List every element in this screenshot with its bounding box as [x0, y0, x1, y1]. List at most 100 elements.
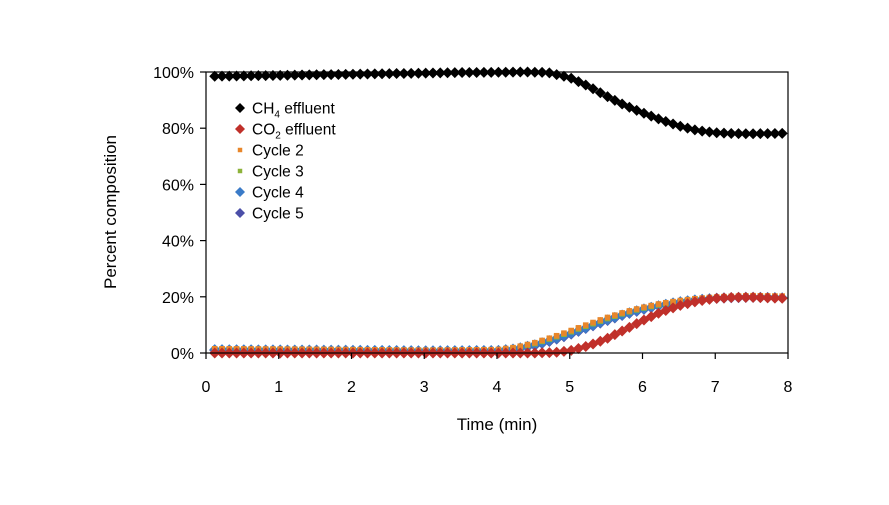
data-point-ch4-effluent: [209, 70, 221, 82]
data-point-co2-effluent: [689, 296, 701, 308]
legend-marker: [235, 208, 245, 218]
data-point-ch4-effluent: [442, 67, 454, 79]
data-point-co2-effluent: [703, 293, 715, 305]
data-point-ch4-effluent: [383, 68, 395, 80]
data-point-cycle-2: [582, 322, 589, 328]
data-point-ch4-effluent: [420, 67, 432, 79]
data-point-cycle-2: [532, 339, 538, 346]
data-point-ch4-effluent: [369, 68, 381, 80]
data-point-ch4-effluent: [231, 70, 243, 82]
data-point-cycle-2: [619, 310, 625, 316]
data-point-ch4-effluent: [376, 68, 388, 80]
data-point-cycle-2: [597, 317, 604, 323]
data-point-ch4-effluent: [740, 128, 752, 140]
data-point-cycle-2: [590, 319, 596, 326]
data-point-ch4-effluent: [427, 67, 439, 79]
data-point-ch4-effluent: [776, 127, 788, 139]
data-point-cycle-2: [641, 304, 647, 310]
data-point-ch4-effluent: [238, 70, 250, 82]
legend-item-cycle-3: Cycle 3: [237, 164, 304, 181]
data-point-cycle-2: [633, 306, 640, 312]
legend-item-cycle-5: Cycle 5: [235, 206, 304, 223]
data-point-ch4-effluent: [260, 70, 272, 82]
data-point-ch4-effluent: [449, 67, 461, 79]
data-point-ch4-effluent: [543, 67, 555, 79]
data-point-ch4-effluent: [412, 67, 424, 79]
data-point-ch4-effluent: [434, 67, 446, 79]
data-point-ch4-effluent: [252, 70, 264, 82]
data-point-ch4-effluent: [718, 127, 730, 139]
data-point-ch4-effluent: [725, 127, 737, 139]
data-point-co2-effluent: [725, 291, 737, 303]
data-point-cycle-2: [670, 298, 676, 305]
data-point-ch4-effluent: [362, 68, 374, 80]
data-point-co2-effluent: [754, 292, 766, 304]
legend-label: Cycle 4: [252, 185, 304, 202]
y-tick-label: 20%: [162, 290, 194, 307]
legend-marker: [235, 124, 245, 134]
axis-ticks: 0 1 2 3 4 5 6 7 80%20%40%60%80%100%: [153, 65, 792, 396]
data-point-cycle-2: [553, 332, 560, 339]
x-tick-label: 5: [565, 379, 574, 396]
data-point-ch4-effluent: [245, 70, 257, 82]
data-point-ch4-effluent: [223, 70, 235, 82]
data-point-co2-effluent: [696, 295, 708, 307]
y-axis-title: Percent composition: [101, 135, 120, 289]
data-point-co2-effluent: [740, 291, 752, 303]
data-point-cycle-2: [517, 343, 524, 349]
data-point-ch4-effluent: [703, 126, 715, 138]
data-point-cycle-2: [662, 299, 669, 306]
data-point-cycle-2: [524, 341, 531, 348]
data-point-ch4-effluent: [354, 68, 366, 80]
y-tick-label: 40%: [162, 234, 194, 251]
data-point-ch4-effluent: [696, 125, 708, 137]
data-point-cycle-2: [539, 337, 545, 344]
y-tick-label: 100%: [153, 65, 194, 82]
legend-item-cycle-4: Cycle 4: [235, 185, 304, 202]
data-point-cycle-2: [604, 314, 611, 321]
legend-marker: [235, 187, 245, 197]
x-tick-label: 8: [784, 379, 793, 396]
x-tick-label: 0: [202, 379, 211, 396]
data-point-ch4-effluent: [754, 128, 766, 140]
data-point-co2-effluent: [711, 292, 723, 304]
legend-label: Cycle 5: [252, 206, 304, 223]
data-point-ch4-effluent: [587, 83, 599, 95]
data-point-cycle-2: [561, 330, 567, 336]
data-point-ch4-effluent: [594, 87, 606, 99]
data-point-cycle-2: [568, 327, 575, 334]
data-point-ch4-effluent: [769, 127, 781, 139]
x-axis-title: Time (min): [457, 415, 538, 434]
data-point-ch4-effluent: [689, 124, 701, 136]
x-tick-label: 1: [274, 379, 283, 396]
x-tick-label: 6: [638, 379, 647, 396]
data-point-co2-effluent: [776, 292, 788, 304]
data-point-ch4-effluent: [733, 128, 745, 140]
data-point-co2-effluent: [551, 346, 563, 358]
legend-item-co2-effluent: CO2 effluent: [235, 122, 336, 142]
data-point-ch4-effluent: [580, 79, 592, 91]
data-point-cycle-2: [612, 312, 618, 318]
data-point-cycle-2: [655, 301, 662, 307]
x-tick-label: 2: [347, 379, 356, 396]
data-point-co2-effluent: [718, 292, 730, 304]
data-point-ch4-effluent: [216, 70, 228, 82]
x-tick-label: 7: [711, 379, 720, 396]
legend-label: Cycle 2: [252, 143, 304, 160]
legend-label: Cycle 3: [252, 164, 304, 181]
data-point-cycle-2: [575, 325, 582, 331]
data-point-co2-effluent: [769, 292, 781, 304]
legend-item-cycle-2: Cycle 2: [237, 143, 304, 160]
data-point-ch4-effluent: [391, 68, 403, 80]
x-tick-label: 3: [420, 379, 429, 396]
data-point-ch4-effluent: [762, 128, 774, 140]
data-point-cycle-2: [626, 308, 633, 314]
data-point-ch4-effluent: [711, 127, 723, 139]
data-point-ch4-effluent: [747, 128, 759, 140]
y-tick-label: 80%: [162, 121, 194, 138]
data-point-cycle-2: [546, 335, 553, 342]
data-point-co2-effluent: [762, 292, 774, 304]
